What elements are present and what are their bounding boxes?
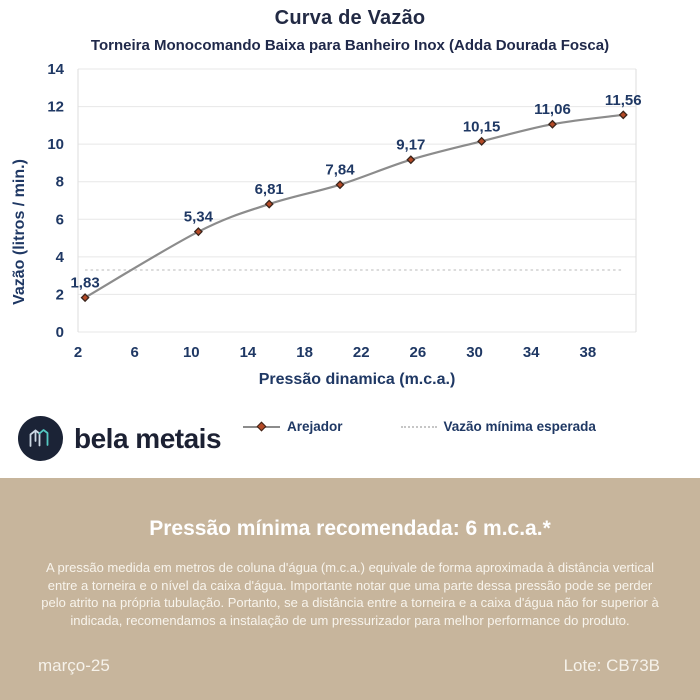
svg-text:8: 8 <box>56 174 64 191</box>
legend-item-vazao-minima: Vazão mínima esperada <box>400 419 596 434</box>
svg-text:38: 38 <box>580 344 597 361</box>
legend-label-vazao-minima: Vazão mínima esperada <box>443 419 596 434</box>
svg-text:11,06: 11,06 <box>534 101 571 118</box>
chart-section: Curva de Vazão Torneira Monocomando Baix… <box>11 7 642 462</box>
svg-text:26: 26 <box>410 344 427 361</box>
chart-title: Curva de Vazão <box>274 7 426 29</box>
pressure-explanation-text: A pressão medida em metros de coluna d'á… <box>41 560 659 628</box>
legend-item-arejador: Arejador <box>243 419 343 434</box>
lot-label: Lote: CB73B <box>563 656 660 675</box>
svg-text:22: 22 <box>353 344 370 361</box>
svg-text:6: 6 <box>56 211 64 228</box>
line-diamond-swatch <box>243 421 280 432</box>
svg-text:11,56: 11,56 <box>605 92 642 109</box>
chart-legend: Arejador Vazão mínima esperada <box>243 419 596 434</box>
footer-meta-row: março-25 Lote: CB73B <box>38 656 660 676</box>
svg-text:34: 34 <box>523 344 540 361</box>
recommendation-panel: Pressão mínima recomendada: 6 m.c.a.* A … <box>0 478 700 700</box>
data-labels: 1,83 5,34 6,81 7,84 9,17 10,15 11,06 11,56 <box>70 92 641 292</box>
diamond-marker-icon <box>256 421 267 432</box>
svg-text:10: 10 <box>183 344 200 361</box>
svg-text:0: 0 <box>56 324 64 341</box>
x-tick-labels: 2 6 10 14 18 22 26 30 34 38 <box>74 344 596 361</box>
svg-text:6,81: 6,81 <box>255 181 284 198</box>
svg-text:7,84: 7,84 <box>325 162 355 179</box>
legend-label-arejador: Arejador <box>287 419 343 434</box>
svg-text:14: 14 <box>240 344 257 361</box>
svg-text:2: 2 <box>74 344 82 361</box>
x-axis-title: Pressão dinamica (m.c.a.) <box>258 371 456 388</box>
svg-text:9,17: 9,17 <box>396 137 425 154</box>
svg-text:10,15: 10,15 <box>463 118 501 135</box>
logo-text: bela metais <box>74 422 222 454</box>
svg-text:12: 12 <box>47 99 64 116</box>
svg-text:1,83: 1,83 <box>70 275 99 292</box>
y-tick-labels: 0 2 4 6 8 10 12 14 <box>47 61 64 341</box>
arejador-markers <box>80 110 628 303</box>
svg-text:30: 30 <box>466 344 483 361</box>
svg-text:2: 2 <box>56 286 64 303</box>
svg-text:10: 10 <box>47 136 64 153</box>
bela-metais-logo-icon <box>18 416 63 461</box>
svg-text:14: 14 <box>47 61 64 78</box>
bela-metais-logo: bela metais <box>17 415 222 462</box>
svg-text:5,34: 5,34 <box>184 209 214 226</box>
gridlines <box>77 68 637 333</box>
svg-text:4: 4 <box>56 249 65 266</box>
svg-text:6: 6 <box>130 344 138 361</box>
chart-subtitle: Torneira Monocomando Baixa para Banheiro… <box>90 37 610 54</box>
min-pressure-heading: Pressão mínima recomendada: 6 m.c.a.* <box>149 517 551 540</box>
y-axis-title: Vazão (litros / min.) <box>11 159 28 305</box>
svg-text:18: 18 <box>296 344 313 361</box>
date-label: março-25 <box>38 656 110 675</box>
dotted-line-swatch <box>400 425 437 428</box>
